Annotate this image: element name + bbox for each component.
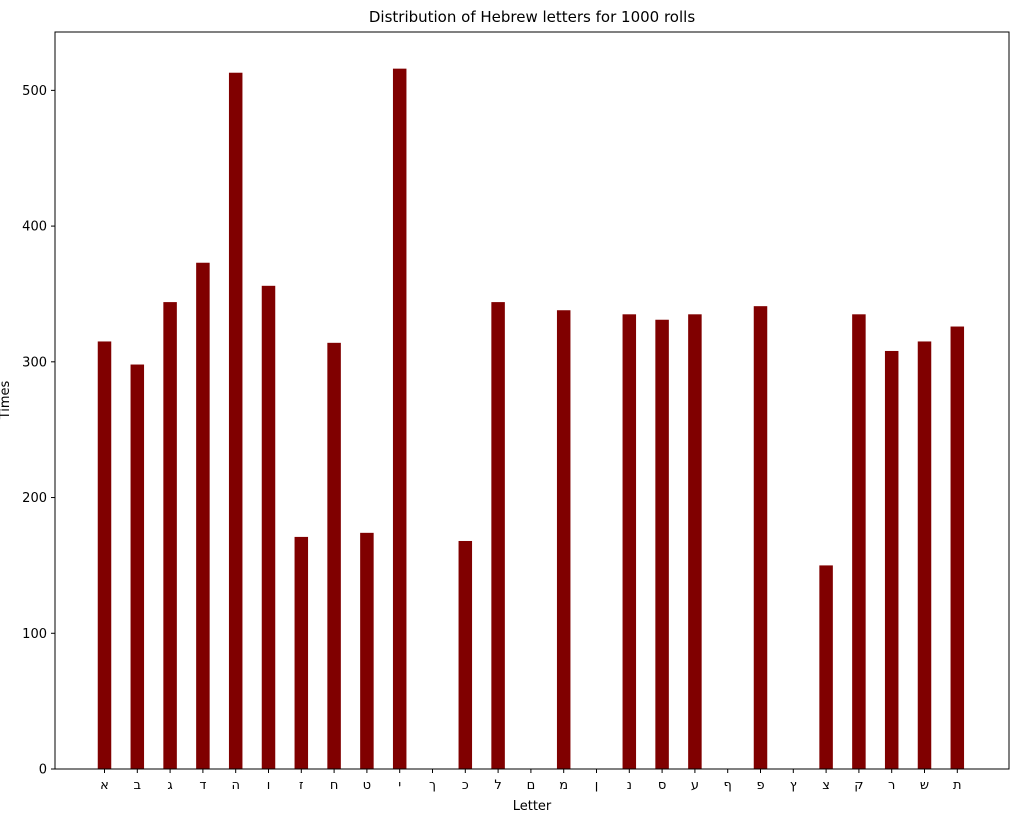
x-tick-label-19: ף [724,778,732,793]
bar-26 [950,326,965,769]
x-tick-label-24: ר [888,778,895,793]
bar-0 [97,341,112,769]
x-tick-label-6: ז [299,778,304,793]
x-tick-label-2: ג [167,778,172,793]
x-tick-label-14: מ [559,778,568,793]
x-tick-label-12: ל [494,778,501,793]
bar-16 [622,314,637,769]
x-tick-label-7: ח [330,778,339,793]
x-axis: א ב ג ד ה ו ז ח ט י ך כ ל ם מ ן נ ס ע ף פ ץ צ ק ר ש ת [100,769,962,793]
x-tick-label-18: ע [691,778,699,793]
x-tick-label-4: ה [231,778,240,793]
x-tick-label-22: צ [822,778,830,793]
plot-frame [54,31,1010,770]
x-tick-label-5: ו [267,778,271,793]
bar-17 [655,319,669,769]
bar-24 [884,350,899,769]
bar-20 [753,306,768,769]
y-tick-label-5: 500 [22,84,47,99]
bar-25 [917,341,932,769]
x-axis-label: Letter [513,799,552,814]
y-axis-label: Times [0,380,13,420]
x-tick-label-9: י [398,778,401,793]
y-tick-label-3: 300 [22,355,47,370]
x-tick-label-23: ק [854,778,863,793]
x-tick-label-10: ך [429,778,436,793]
x-tick-label-17: ס [658,778,666,793]
y-tick-label-2: 200 [22,491,47,506]
x-tick-label-3: ד [199,778,206,793]
bar-14 [556,310,571,769]
x-tick-label-11: כ [462,778,469,793]
x-tick-label-21: ץ [790,778,797,793]
x-tick-label-8: ט [363,778,371,793]
bar-4 [228,72,243,770]
x-tick-label-1: ב [134,778,142,793]
x-tick-label-15: ן [595,778,599,793]
y-tick-label-0: 0 [39,763,47,778]
x-tick-label-13: ם [527,778,536,793]
bar-8 [360,532,374,769]
x-tick-label-0: א [100,778,109,793]
bar-7 [327,342,341,769]
bar-5 [261,285,276,769]
bars-group [97,68,965,770]
y-tick-label-1: 100 [22,627,47,642]
bar-12 [491,302,505,769]
x-tick-label-26: ת [953,778,962,793]
bar-3 [196,262,210,769]
chart-title: Distribution of Hebrew letters for 1000 … [369,8,695,26]
bar-2 [163,302,177,769]
y-axis: 0 100 200 300 400 500 [22,84,55,778]
x-tick-label-20: פ [756,778,764,793]
bar-23 [852,314,866,769]
x-tick-label-16: נ [627,778,632,793]
bar-9 [392,68,407,769]
bar-22 [819,565,833,769]
bar-18 [688,314,702,769]
bar-6 [294,536,309,769]
y-tick-label-4: 400 [22,220,47,235]
x-tick-label-25: ש [920,778,929,793]
bar-11 [458,540,473,769]
bar-1 [130,364,145,769]
